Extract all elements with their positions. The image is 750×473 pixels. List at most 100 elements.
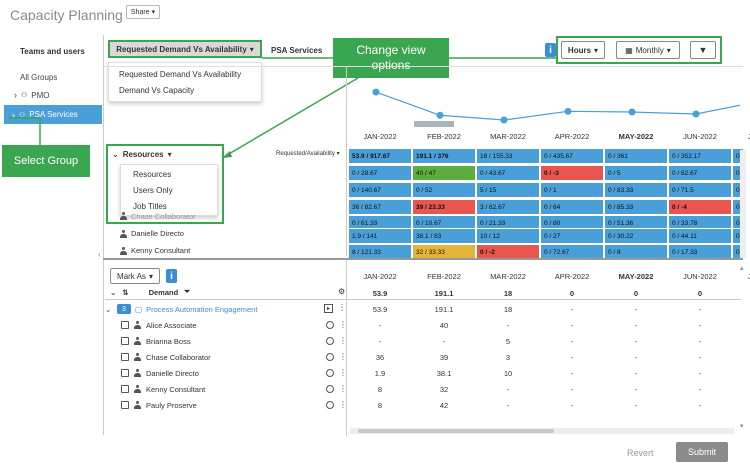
circle-status-icon[interactable] — [326, 385, 334, 393]
more-vertical-icon[interactable]: ⋮ — [339, 336, 347, 345]
scroll-down-icon[interactable]: ▾ — [740, 423, 744, 430]
resources-option[interactable]: Resources — [133, 170, 172, 179]
sidebar-item-pmo[interactable]: › ⚇ PMO — [14, 88, 50, 102]
row-checkbox[interactable] — [121, 353, 129, 361]
project-name[interactable]: Process Automation Engagement — [146, 304, 258, 314]
chart-point[interactable] — [692, 110, 700, 118]
demand-row[interactable]: Brianna Boss — [105, 333, 345, 349]
play-icon[interactable]: ▸ — [324, 304, 333, 313]
capacity-cell[interactable]: 0 / 435.67 — [540, 148, 604, 164]
submit-button[interactable]: Submit — [676, 442, 728, 462]
demand-row[interactable]: Kenny Consultant — [105, 381, 345, 397]
sidebar-item-all-groups[interactable]: All Groups — [20, 70, 57, 84]
more-vertical-icon[interactable]: ⋮ — [338, 303, 346, 312]
more-vertical-icon[interactable]: ⋮ — [339, 320, 347, 329]
chart-point[interactable] — [564, 107, 572, 115]
capacity-cell[interactable]: 39 / 23.33 — [412, 199, 476, 215]
row-checkbox[interactable] — [121, 369, 129, 377]
row-checkbox[interactable] — [121, 321, 129, 329]
collapse-left-icon[interactable]: ‹ — [98, 250, 101, 259]
chart-point[interactable] — [628, 108, 636, 116]
filter-button[interactable]: ▼ — [690, 41, 716, 59]
capacity-cell[interactable]: 0 / 44.11 — [668, 228, 732, 244]
chart-point[interactable] — [436, 111, 444, 119]
capacity-cell[interactable]: 0 / 52 — [412, 182, 476, 198]
row-checkbox[interactable] — [121, 337, 129, 345]
capacity-cell[interactable]: 36 / 82.67 — [348, 199, 412, 215]
info-icon[interactable]: i — [166, 269, 177, 283]
revert-button[interactable]: Revert — [627, 448, 654, 458]
demand-row[interactable]: Danielle Directo — [105, 365, 345, 381]
capacity-cell[interactable]: 40 / 47 — [412, 165, 476, 181]
vertical-scrollbar[interactable] — [740, 150, 746, 258]
hours-dropdown[interactable]: Hours ▾ — [561, 41, 605, 59]
filter-info-icon[interactable]: ⏷ — [184, 287, 191, 296]
info-icon[interactable]: i — [545, 43, 556, 57]
row-checkbox[interactable] — [121, 385, 129, 393]
capacity-cell[interactable]: 0 / 64 — [540, 199, 604, 215]
capacity-cell[interactable]: 0 / 5 — [604, 165, 668, 181]
demand-row[interactable]: Pauly Proserve — [105, 397, 345, 413]
mark-as-button[interactable]: Mark As ▾ — [110, 268, 160, 284]
view-selector[interactable]: Requested Demand Vs Availability ▾ — [108, 40, 262, 58]
capacity-cell[interactable]: 0 / 71.5 — [668, 182, 732, 198]
chevron-right-icon[interactable]: › — [12, 109, 15, 120]
capacity-cell[interactable]: 3 / 62.67 — [476, 199, 540, 215]
resources-option[interactable]: Job Titles — [133, 202, 167, 211]
gear-icon[interactable]: ⚙ — [338, 287, 346, 296]
section-divider[interactable] — [103, 258, 743, 260]
capacity-cell[interactable]: 53.9 / 917.67 — [348, 148, 412, 164]
capacity-cell[interactable]: 0 / 361 — [604, 148, 668, 164]
capacity-cell[interactable]: 38.1 / 83 — [412, 228, 476, 244]
demand-row[interactable]: Chase Collaborator — [105, 349, 345, 365]
more-vertical-icon[interactable]: ⋮ — [339, 384, 347, 393]
capacity-cell[interactable]: 0 / 83.33 — [604, 182, 668, 198]
resources-selector[interactable]: ⌄ Resources ▾ — [108, 147, 218, 162]
capacity-cell[interactable]: 10 / 12 — [476, 228, 540, 244]
chart-point[interactable] — [500, 116, 508, 124]
capacity-cell[interactable]: 0 / 85.33 — [604, 199, 668, 215]
capacity-cell[interactable]: 18 / 155.33 — [476, 148, 540, 164]
sidebar-item-psa-services[interactable]: › ⚇ PSA Services — [4, 105, 102, 124]
capacity-cell[interactable]: 191.1 / 376 — [412, 148, 476, 164]
circle-status-icon[interactable] — [326, 353, 334, 361]
capacity-cell[interactable]: 0 / 30.22 — [604, 228, 668, 244]
sort-icon[interactable]: ⇅ — [122, 287, 129, 297]
circle-status-icon[interactable] — [326, 321, 334, 329]
chevron-down-icon[interactable]: ⌄ — [105, 304, 112, 314]
chart-point[interactable] — [372, 88, 380, 96]
circle-status-icon[interactable] — [326, 337, 334, 345]
horizontal-scrollbar[interactable] — [350, 428, 734, 434]
demand-row[interactable]: Alice Associate — [105, 317, 345, 333]
chevron-right-icon[interactable]: › — [14, 90, 17, 100]
more-vertical-icon[interactable]: ⋮ — [339, 352, 347, 361]
row-checkbox[interactable] — [121, 401, 129, 409]
capacity-cell[interactable]: 0 / 1 — [540, 182, 604, 198]
capacity-cell[interactable]: 0 / 27 — [540, 228, 604, 244]
chevron-down-icon[interactable]: ⌄ — [110, 287, 117, 297]
demand-value: 36 — [375, 353, 385, 362]
more-vertical-icon[interactable]: ⋮ — [339, 368, 347, 377]
period-dropdown[interactable]: ▦ Monthly ▾ — [616, 41, 680, 59]
capacity-cell[interactable]: 1.9 / 141 — [348, 228, 412, 244]
capacity-cell[interactable]: 0 / 28.67 — [348, 165, 412, 181]
more-vertical-icon[interactable]: ⋮ — [339, 400, 347, 409]
capacity-cell[interactable]: 0 / -4 — [668, 199, 732, 215]
capacity-cell[interactable]: 0 / 352.17 — [668, 148, 732, 164]
share-button[interactable]: Share ▾ — [126, 5, 160, 19]
scroll-up-icon[interactable]: ▴ — [740, 265, 744, 272]
circle-status-icon[interactable] — [326, 369, 334, 377]
scroll-thumb[interactable] — [358, 429, 554, 433]
capacity-cell[interactable]: 0 / -3 — [540, 165, 604, 181]
capacity-cell[interactable]: 0 / 140.67 — [348, 182, 412, 198]
view-option[interactable]: Requested Demand Vs Availability — [119, 70, 242, 79]
capacity-cell[interactable]: 5 / 15 — [476, 182, 540, 198]
capacity-cell[interactable]: 0 / 43.67 — [476, 165, 540, 181]
view-option[interactable]: Demand Vs Capacity — [119, 86, 195, 95]
circle-status-icon[interactable] — [326, 401, 334, 409]
demand-row-name: Pauly Proserve — [146, 400, 197, 410]
month-header: MAY-2022 — [618, 272, 654, 281]
capacity-cell[interactable]: 0 / 62.67 — [668, 165, 732, 181]
project-row[interactable]: ⌄ 3 ▢ Process Automation Engagement — [105, 301, 345, 317]
resources-option[interactable]: Users Only — [133, 186, 173, 195]
